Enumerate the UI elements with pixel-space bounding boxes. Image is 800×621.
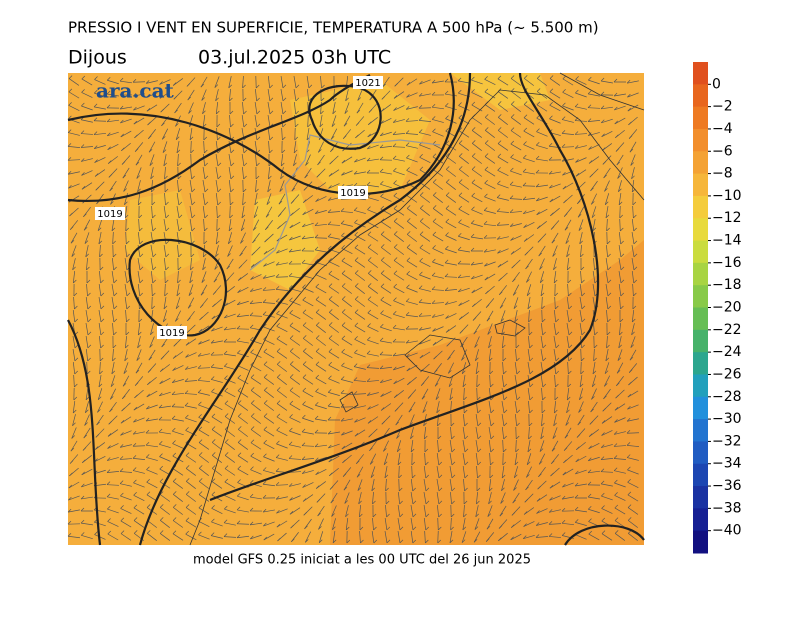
colorbar-label: −38 [712,500,742,516]
colorbar-segment [693,308,708,331]
colorbar-label: −24 [712,344,742,360]
colorbar-segment [693,129,708,152]
colorbar-segment [693,352,708,375]
logo: ara.cat [96,79,175,103]
colorbar-segment [693,62,708,85]
title: PRESSIO I VENT EN SUPERFICIE, TEMPERATUR… [68,19,599,37]
colorbar-label: −2 [712,99,733,115]
colorbar-segment [693,263,708,286]
colorbar-label: −4 [712,121,733,137]
datetime: 03.jul.2025 03h UTC [198,47,391,69]
colorbar-segment [693,486,708,509]
colorbar-segment [693,107,708,130]
colorbar-segment [693,241,708,264]
footer: model GFS 0.25 iniciat a les 00 UTC del … [193,553,531,568]
colorbar-label: −14 [712,233,742,249]
colorbar-segment [693,419,708,442]
colorbar: 0 −2 −4 −6 −8 −10 −12 −14 −16 −18 −20 −22 −24 −26 −28 −… [693,62,742,554]
colorbar-segment [693,285,708,308]
colorbar-label: −10 [712,188,742,204]
colorbar-label: −34 [712,456,742,472]
colorbar-label: −16 [712,255,742,271]
isobar-label: 1019 [159,328,184,339]
colorbar-label: −12 [712,210,742,226]
colorbar-label: −26 [712,366,742,382]
colorbar-segment [693,174,708,197]
colorbar-segment [693,330,708,353]
colorbar-label: −22 [712,322,742,338]
day: Dijous [68,47,127,69]
colorbar-segment [693,84,708,107]
isobar-label: 1021 [355,78,380,89]
colorbar-label: −40 [712,523,742,539]
colorbar-segment [693,218,708,241]
colorbar-label: −20 [712,300,742,316]
colorbar-label: −28 [712,389,742,405]
colorbar-label: −36 [712,478,742,494]
colorbar-label: −6 [712,143,733,159]
colorbar-segment [693,531,708,554]
colorbar-segment [693,508,708,531]
colorbar-segment [693,151,708,174]
colorbar-label: −32 [712,433,742,449]
colorbar-segment [693,397,708,420]
colorbar-label: −30 [712,411,742,427]
colorbar-label: −8 [712,166,733,182]
colorbar-label: 0 [712,76,721,92]
colorbar-segment [693,196,708,219]
colorbar-segment [693,374,708,397]
isobar-label: 1019 [97,209,122,220]
colorbar-segment [693,464,708,487]
colorbar-label: −18 [712,277,742,293]
colorbar-segment [693,441,708,464]
isobar-label: 1019 [340,188,365,199]
